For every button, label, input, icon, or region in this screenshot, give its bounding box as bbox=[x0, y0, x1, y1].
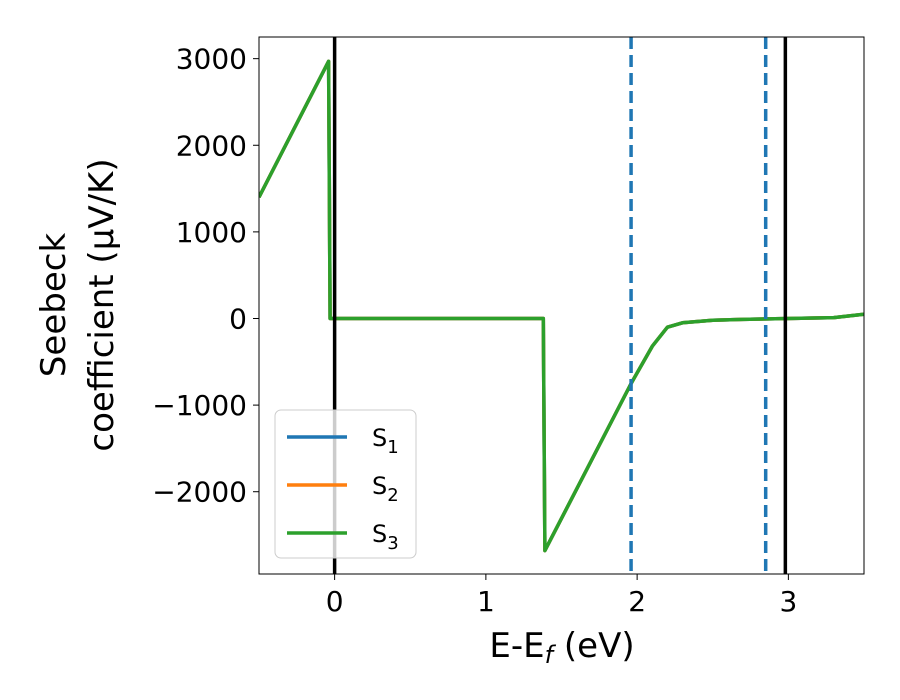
plot-frame bbox=[258, 36, 865, 575]
x-tick-label: 0 bbox=[326, 585, 344, 618]
y-tick-label: 3000 bbox=[176, 43, 247, 76]
y-tick-label: 0 bbox=[229, 302, 247, 335]
x-tick-label: 2 bbox=[628, 585, 646, 618]
legend-label-s2: S2 bbox=[372, 472, 399, 506]
y-tick-label: 2000 bbox=[176, 129, 247, 162]
x-tick-label: 3 bbox=[779, 585, 797, 618]
y-tick-label: 1000 bbox=[176, 216, 247, 249]
x-tick-label: 1 bbox=[477, 585, 495, 618]
legend-label-s1: S1 bbox=[372, 424, 399, 458]
y-tick-label: −1000 bbox=[152, 389, 247, 422]
legend: S1 S2 S3 bbox=[274, 409, 417, 559]
y-axis-title-line2: coefficient (μV/K) bbox=[82, 158, 122, 451]
series-line-s3 bbox=[259, 59, 864, 553]
legend-label-s3: S3 bbox=[372, 520, 399, 554]
y-tick-label: −2000 bbox=[152, 476, 247, 509]
y-axis-title-line1: Seebeck bbox=[34, 233, 74, 378]
x-axis-title: E-Ef (eV) bbox=[489, 626, 634, 669]
